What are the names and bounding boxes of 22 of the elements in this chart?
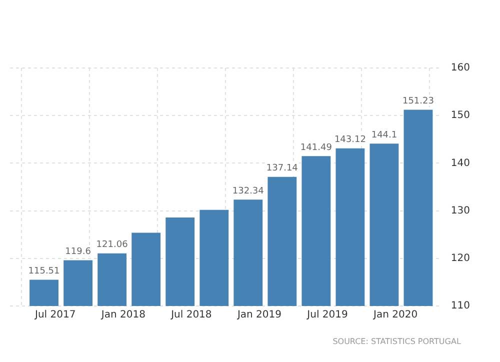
y-tick-label: 140 [450,158,470,169]
data-label: 144.1 [371,130,398,141]
y-tick-label: 150 [450,110,470,122]
data-label: 119.6 [65,247,92,258]
x-tick-label: Jan 2020 [372,310,418,321]
y-tick-label: 110 [450,300,470,312]
data-label: 121.06 [96,240,128,250]
data-label: 143.12 [334,135,366,146]
x-tick-label: Jul 2019 [306,310,348,321]
y-tick-label: 160 [450,62,470,74]
y-tick-label: 120 [450,252,470,264]
y-tick-label: 130 [450,205,470,216]
x-tick-label: Jul 2018 [170,310,212,321]
x-tick-label: Jan 2018 [100,310,146,321]
source-note: SOURCE: STATISTICS PORTUGAL [332,337,462,346]
data-label: 141.49 [300,142,332,153]
x-tick-label: Jan 2019 [236,310,282,321]
data-label: 137.14 [266,164,298,174]
x-tick-label: Jul 2017 [34,310,76,321]
data-label: 132.34 [232,186,264,197]
data-label: 115.51 [28,266,60,277]
data-label: 151.23 [402,96,434,107]
